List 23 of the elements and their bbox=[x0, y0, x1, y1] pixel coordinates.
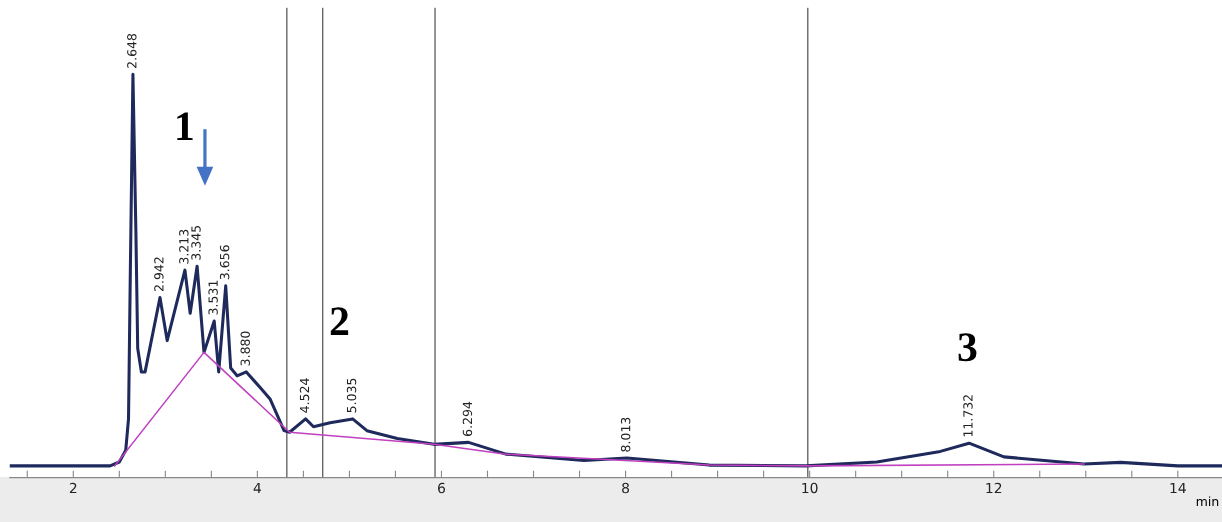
annotation: 3.345 bbox=[191, 225, 201, 260]
x-tick-label: 12 bbox=[986, 482, 1002, 494]
annotation: 6.294 bbox=[462, 401, 473, 436]
annotation: 3.531 bbox=[208, 280, 218, 315]
annotation: 3 bbox=[958, 333, 977, 362]
x-tick-label: 6 bbox=[438, 482, 446, 494]
annotation: 2.942 bbox=[154, 257, 164, 292]
x-axis-title: min bbox=[1196, 496, 1219, 506]
annotation: 4.524 bbox=[299, 378, 310, 413]
annotation: 3.880 bbox=[240, 331, 250, 366]
annotation: 2.648 bbox=[127, 33, 137, 68]
annotation: 1 bbox=[177, 112, 193, 140]
x-tick-label: 2 bbox=[69, 482, 77, 494]
x-tick-label: 14 bbox=[1170, 482, 1186, 494]
annotation: 3.656 bbox=[219, 245, 230, 280]
annotation: 3.213 bbox=[179, 229, 189, 264]
x-tick-label: 10 bbox=[802, 482, 818, 494]
annotation: 5.035 bbox=[346, 378, 357, 413]
annotation: 8.013 bbox=[620, 417, 631, 452]
x-tick-label: 8 bbox=[622, 482, 630, 494]
annotation: 11.732 bbox=[963, 395, 973, 437]
x-tick-label: 4 bbox=[253, 482, 262, 494]
annotation: 2 bbox=[330, 307, 349, 335]
